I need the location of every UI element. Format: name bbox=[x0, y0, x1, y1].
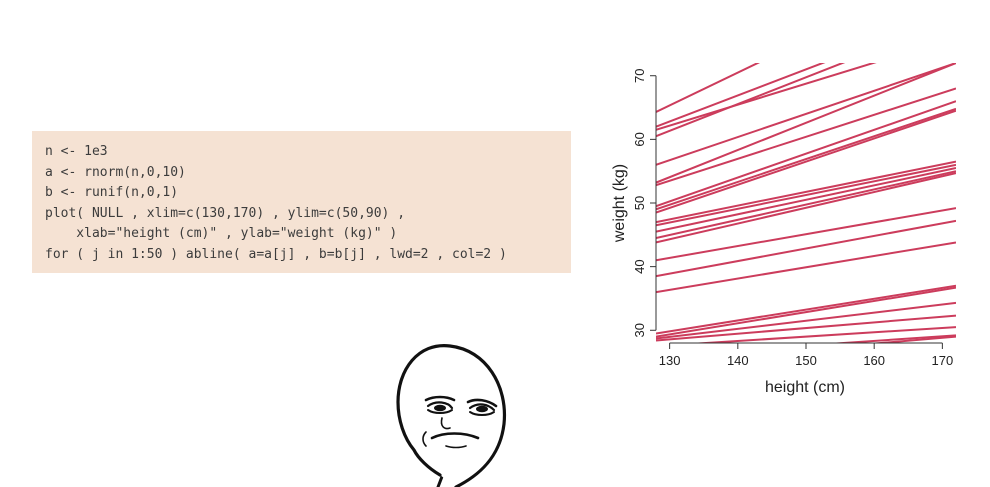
x-tick-label: 150 bbox=[795, 353, 817, 368]
prior-line bbox=[656, 107, 956, 211]
prior-line bbox=[656, 100, 956, 208]
prior-line bbox=[828, 334, 956, 343]
prior-line bbox=[656, 63, 877, 131]
y-tick-label: 60 bbox=[632, 132, 647, 146]
y-tick-label: 30 bbox=[632, 323, 647, 337]
prior-line bbox=[656, 286, 956, 338]
unimpressed-face-drawing bbox=[396, 344, 507, 487]
prior-lines-plot: 130 140 150 160 170 30 40 50 60 70 height (cm) we… bbox=[611, 63, 956, 396]
prior-line bbox=[656, 63, 761, 113]
x-axis-label: height (cm) bbox=[765, 379, 845, 396]
prior-line bbox=[656, 63, 846, 138]
code-line: for ( j in 1:50 ) abline( a=a[j] , b=b[j… bbox=[45, 246, 507, 262]
prior-line bbox=[656, 284, 956, 335]
prior-line bbox=[656, 63, 956, 166]
prior-line bbox=[656, 241, 956, 294]
prior-line bbox=[656, 207, 956, 262]
x-tick-label: 160 bbox=[863, 353, 885, 368]
code-line: b <- runif(n,0,1) bbox=[45, 185, 179, 201]
prior-line bbox=[869, 335, 956, 343]
x-tick-label: 130 bbox=[659, 353, 681, 368]
prior-line bbox=[656, 167, 956, 233]
prior-line bbox=[656, 301, 956, 340]
code-line: a <- rnorm(n,0,10) bbox=[45, 164, 186, 180]
prior-line bbox=[656, 314, 956, 342]
prior-line bbox=[656, 219, 956, 278]
prior-line bbox=[656, 63, 826, 128]
y-tick-label: 50 bbox=[632, 196, 647, 210]
y-tick-label: 40 bbox=[632, 259, 647, 273]
prior-line bbox=[656, 63, 956, 184]
code-block: n <- 1e3 a <- rnorm(n,0,10) b <- runif(n… bbox=[32, 131, 571, 273]
plot-lines bbox=[656, 63, 956, 343]
prior-line bbox=[656, 87, 956, 187]
prior-line bbox=[656, 172, 956, 244]
prior-line bbox=[656, 163, 956, 227]
x-tick-label: 170 bbox=[932, 353, 954, 368]
code-line: plot( NULL , xlim=c(130,170) , ylim=c(50… bbox=[45, 205, 406, 221]
prior-line bbox=[690, 326, 956, 343]
code-line: n <- 1e3 bbox=[45, 144, 108, 159]
y-axis-label: weight (kg) bbox=[611, 164, 628, 243]
x-tick-label: 140 bbox=[727, 353, 749, 368]
prior-line bbox=[656, 160, 956, 224]
code-line: xlab="height (cm)" , ylab="weight (kg)" … bbox=[45, 226, 398, 242]
y-tick-label: 70 bbox=[632, 68, 647, 82]
prior-line bbox=[656, 170, 956, 239]
prior-line bbox=[656, 109, 956, 214]
plot-axes: 130 140 150 160 170 30 40 50 60 70 bbox=[632, 68, 953, 368]
